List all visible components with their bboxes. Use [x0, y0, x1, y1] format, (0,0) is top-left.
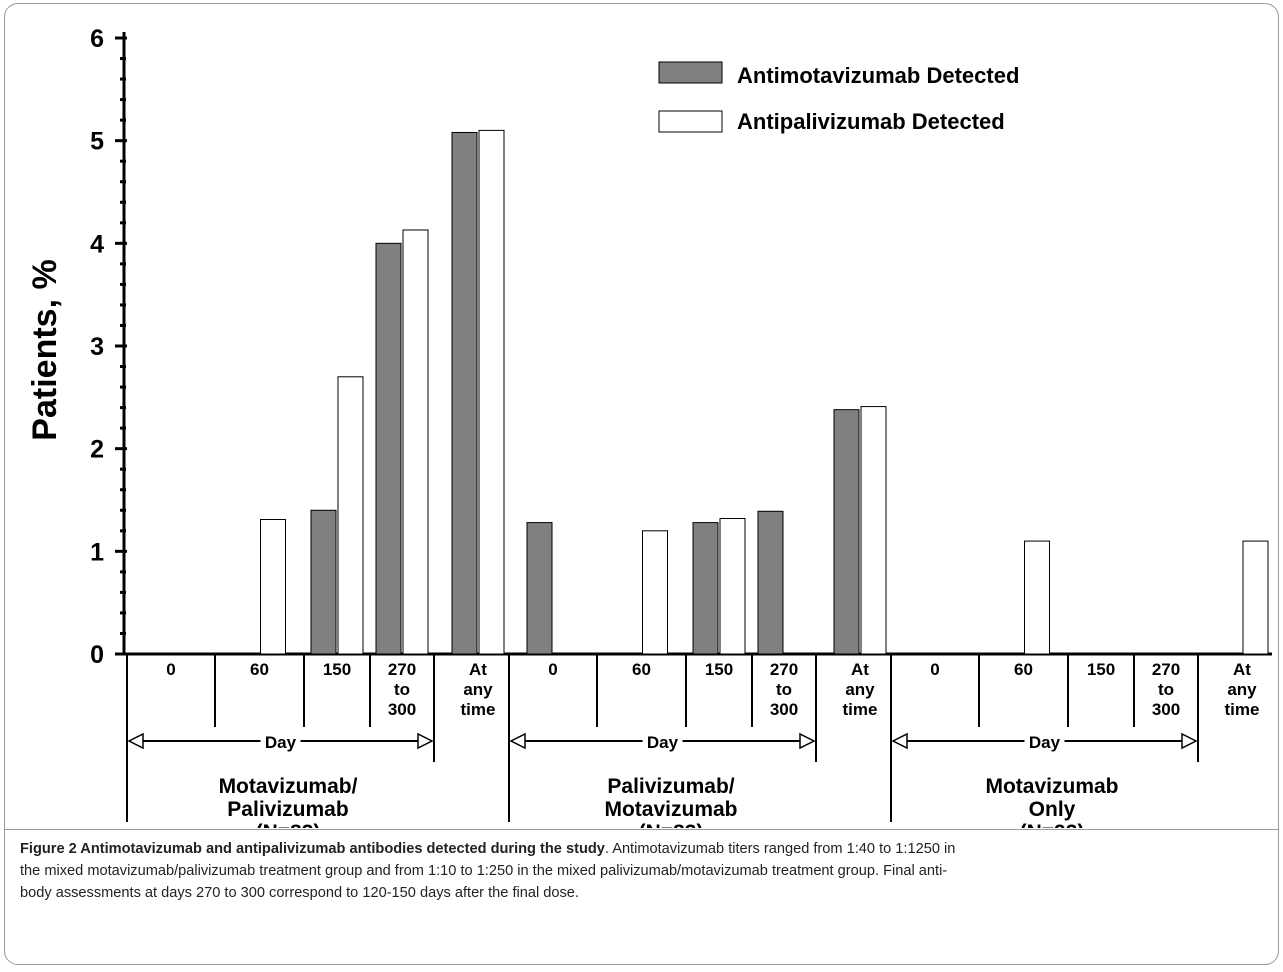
bar-antipalivizumab [337, 376, 364, 655]
caption-line-1: Figure 2 Antimotavizumab and antipaliviz… [20, 838, 1270, 860]
bar-antimotavizumab [451, 131, 478, 655]
x-tick-label: 150 [1087, 660, 1115, 679]
bar-antimotavizumab [833, 409, 860, 655]
group-label: Palivizumab [227, 798, 348, 821]
y-tick-label: 2 [90, 436, 104, 464]
x-tick-label: 0 [548, 660, 557, 679]
group-label: Only [1029, 798, 1076, 821]
bar-antipalivizumab [402, 229, 429, 655]
legend-label-antimotavizumab: Antimotavizumab Detected [737, 63, 1019, 88]
group-label: (N=83) [639, 821, 704, 828]
bar-antimotavizumab [375, 242, 402, 655]
x-tick-label: 270 [388, 660, 416, 679]
y-tick-label: 4 [90, 230, 104, 258]
x-tick-label: 300 [770, 700, 798, 719]
y-tick-label: 5 [90, 128, 104, 156]
x-tick-label: to [776, 680, 792, 699]
caption-line-2: the mixed motavizumab/palivizumab treatm… [20, 863, 948, 879]
bar-antipalivizumab [260, 519, 286, 655]
x-tick-label: 60 [632, 660, 651, 679]
caption-divider [4, 829, 1279, 830]
group-label: Motavizumab [985, 775, 1118, 798]
bars [260, 129, 1269, 655]
x-tick-label: 270 [1152, 660, 1180, 679]
y-tick-label: 3 [90, 333, 104, 361]
figure-caption: Figure 2 Antimotavizumab and antipaliviz… [20, 838, 1270, 904]
day-label-bg [1024, 731, 1065, 749]
group-label: (N=93) [1020, 821, 1085, 828]
x-tick-label: 300 [388, 700, 416, 719]
y-tick-label: 0 [90, 641, 104, 669]
day-label-bg [642, 731, 683, 749]
bar-antipalivizumab [860, 406, 887, 655]
day-arrow-left [509, 732, 526, 750]
day-arrows: Day Day Day [127, 731, 1198, 752]
caption-text-1: . Antimotavizumab titers ranged from 1:4… [604, 841, 956, 857]
x-tick-label: 270 [770, 660, 798, 679]
day-label-bg [260, 731, 301, 749]
day-label: Day [265, 733, 297, 752]
figure-frame [4, 3, 1279, 965]
x-tick-label: 300 [1152, 700, 1180, 719]
group-labels: Motavizumab/Palivizumab(N=83)Palivizumab… [219, 775, 1119, 828]
x-tick-label: At [469, 660, 487, 679]
x-tick-label: to [1158, 680, 1174, 699]
x-tick-label: 60 [1014, 660, 1033, 679]
y-axis-label: Patients, % [26, 259, 64, 440]
y-ticks: 0 1 2 3 4 5 6 [90, 25, 127, 669]
bar-antipalivizumab [642, 530, 668, 655]
chart-lines [118, 32, 1272, 822]
bar-antipalivizumab [478, 129, 505, 655]
x-tick-label: 150 [705, 660, 733, 679]
group-label: Motavizumab [604, 798, 737, 821]
legend-swatch-antimotavizumab [658, 61, 723, 84]
x-tick-label: At [851, 660, 869, 679]
day-label: Day [647, 733, 679, 752]
day-arrow-left [127, 732, 144, 750]
bar-antimotavizumab [692, 522, 719, 655]
caption-title: Figure 2 Antimotavizumab and antipaliviz… [20, 841, 605, 857]
x-tick-label: any [463, 680, 493, 699]
day-label: Day [1029, 733, 1061, 752]
group-label: Palivizumab/ [607, 775, 734, 798]
x-tick-label: any [845, 680, 875, 699]
y-tick-label: 6 [90, 25, 104, 53]
x-tick-label: any [1227, 680, 1257, 699]
legend-swatch-antipalivizumab [658, 110, 723, 133]
x-tick-label: 150 [323, 660, 351, 679]
legend-label-antipalivizumab: Antipalivizumab Detected [737, 109, 1005, 134]
day-arrow-right [1181, 732, 1198, 750]
y-tick-label: 1 [90, 538, 104, 566]
x-tick-label: to [394, 680, 410, 699]
x-tick-label: 0 [930, 660, 939, 679]
x-tick-label: 0 [166, 660, 175, 679]
group-label: Motavizumab/ [219, 775, 358, 798]
bar-antipalivizumab [1242, 540, 1269, 655]
x-tick-label: 60 [250, 660, 269, 679]
legend: Antimotavizumab Detected Antipalivizumab… [658, 61, 1019, 134]
x-tick-label: time [461, 700, 496, 719]
x-tick-label: At [1233, 660, 1251, 679]
bar-antimotavizumab [757, 510, 784, 655]
bar-antimotavizumab [526, 522, 553, 655]
bar-antipalivizumab [719, 517, 746, 655]
x-tick-label: time [1225, 700, 1260, 719]
day-arrow-left [891, 732, 908, 750]
x-tick-label: time [843, 700, 878, 719]
group-label: (N=83) [256, 821, 321, 828]
bar-antimotavizumab [310, 509, 337, 655]
day-arrow-right [417, 732, 434, 750]
bar-antipalivizumab [1024, 540, 1050, 655]
day-arrow-right [799, 732, 816, 750]
caption-line-3: body assessments at days 270 to 300 corr… [20, 885, 579, 901]
